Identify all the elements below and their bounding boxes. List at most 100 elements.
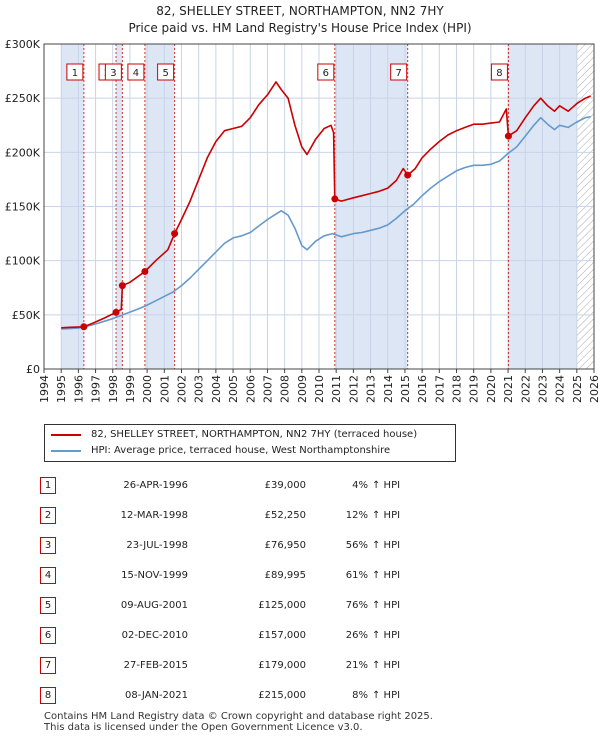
x-tick-label: 2008	[279, 375, 292, 403]
x-tick-label: 2026	[588, 375, 600, 403]
x-tick-label: 2018	[451, 375, 464, 403]
x-tick-label: 2021	[502, 375, 515, 403]
series-line-hpi	[61, 115, 591, 330]
x-tick-label: 1997	[90, 375, 103, 403]
row-date: 23-JUL-1998	[126, 539, 188, 551]
footer: Contains HM Land Registry data © Crown c…	[44, 711, 433, 733]
row-direction: ↑ HPI	[372, 569, 401, 581]
chart-title: 82, SHELLEY STREET, NORTHAMPTON, NN2 7HY	[156, 4, 444, 18]
row-price: £76,950	[264, 539, 306, 551]
x-tick-label: 2025	[571, 375, 584, 403]
sale-label-box	[127, 63, 145, 81]
row-direction: ↑ HPI	[372, 599, 401, 611]
row-number-badge: 5	[40, 596, 56, 614]
sale-point	[404, 171, 412, 179]
x-tick-label: 2009	[296, 375, 309, 403]
row-date: 12-MAR-1998	[120, 509, 188, 521]
x-tick-label: 1998	[107, 375, 120, 403]
row-number-cell: 6	[40, 620, 80, 650]
sale-label-number: 7	[396, 68, 402, 79]
row-percent: 26%	[345, 629, 368, 641]
row-percent: 12%	[345, 509, 368, 521]
sale-label-number: 1	[72, 68, 78, 79]
row-date: 27-FEB-2015	[123, 659, 188, 671]
sale-label-box	[66, 63, 84, 81]
sale-label-box	[490, 63, 508, 81]
sale-label-box	[390, 63, 408, 81]
x-tick-label: 2011	[330, 375, 343, 403]
y-tick-label: £100K	[5, 255, 41, 268]
table-row: 3 23-JUL-1998 £76,950 56% ↑ HPI	[40, 530, 424, 560]
row-number-cell: 3	[40, 530, 80, 560]
x-tick-label: 2002	[176, 375, 189, 403]
sale-label-box	[157, 63, 175, 81]
x-tick-label: 2012	[347, 375, 360, 403]
row-number-badge: 8	[40, 686, 56, 704]
x-tick-label: 2016	[416, 375, 429, 403]
y-tick-label: £50K	[12, 309, 41, 322]
chart-legend: 82, SHELLEY STREET, NORTHAMPTON, NN2 7HY…	[44, 424, 456, 462]
footer-licence: This data is licensed under the Open Gov…	[44, 722, 363, 733]
series-line-property	[61, 81, 591, 329]
row-direction: ↑ HPI	[372, 509, 401, 521]
row-number-badge: 1	[40, 476, 56, 494]
row-number-badge: 2	[40, 506, 56, 524]
sale-label-box	[104, 63, 122, 81]
x-tick-label: 2013	[365, 375, 378, 403]
row-number-cell: 2	[40, 500, 80, 530]
y-tick-label: £300K	[5, 38, 41, 51]
x-tick-label: 2001	[158, 375, 171, 403]
row-date: 26-APR-1996	[123, 479, 188, 491]
row-date: 08-JAN-2021	[124, 689, 188, 701]
row-number-cell: 4	[40, 560, 80, 590]
x-tick-label: 2004	[210, 375, 223, 403]
y-tick-label: £200K	[5, 146, 41, 159]
row-number-badge: 7	[40, 656, 56, 674]
footer-copyright: Contains HM Land Registry data © Crown c…	[44, 711, 433, 722]
x-tick-label: 2024	[554, 375, 567, 403]
sale-point	[141, 268, 149, 276]
x-tick-label: 2000	[141, 375, 154, 403]
row-price: £157,000	[258, 629, 306, 641]
legend-swatch-blue	[51, 450, 81, 452]
table-row: 7 27-FEB-2015 £179,000 21% ↑ HPI	[40, 650, 424, 680]
x-tick-label: 1999	[124, 375, 137, 403]
table-row: 1 26-APR-1996 £39,000 4% ↑ HPI	[40, 470, 424, 500]
x-tick-label: 2023	[536, 375, 549, 403]
price-chart: £0 £50K £100K £150K £200K £250K £300K 1994 1995 1…	[5, 38, 600, 403]
row-direction: ↑ HPI	[372, 539, 401, 551]
table-row: 6 02-DEC-2010 £157,000 26% ↑ HPI	[40, 620, 424, 650]
legend-label-hpi: HPI: Average price, terraced house, West…	[91, 445, 391, 456]
x-tick-label: 1995	[55, 375, 68, 403]
table-row: 2 12-MAR-1998 £52,250 12% ↑ HPI	[40, 500, 424, 530]
row-date: 09-AUG-2001	[120, 599, 188, 611]
x-tick-label: 2014	[382, 375, 395, 403]
y-tick-label: £150K	[5, 201, 41, 214]
x-tick-label: 2019	[468, 375, 481, 403]
x-tick-label: 2003	[193, 375, 206, 403]
row-price: £215,000	[258, 689, 306, 701]
transactions-table: 1 26-APR-1996 £39,000 4% ↑ HPI 2 12-MAR-1998 £5…	[40, 470, 424, 710]
row-price: £39,000	[264, 479, 306, 491]
sale-point	[118, 282, 126, 290]
row-percent: 21%	[345, 659, 368, 671]
row-date: 02-DEC-2010	[121, 629, 188, 641]
x-tick-label: 2015	[399, 375, 412, 403]
sale-point	[331, 195, 339, 203]
sale-label-number: 8	[496, 68, 502, 79]
sale-label-box	[317, 63, 335, 81]
row-direction: ↑ HPI	[372, 659, 401, 671]
y-tick-label: £250K	[5, 92, 41, 105]
row-percent: 76%	[345, 599, 368, 611]
row-number-badge: 4	[40, 566, 56, 584]
x-tick-label: 1994	[38, 375, 51, 403]
row-number-cell: 8	[40, 680, 80, 710]
sale-point	[112, 308, 120, 316]
sale-point	[171, 230, 179, 238]
x-tick-label: 2005	[227, 375, 240, 403]
row-direction: ↑ HPI	[372, 479, 401, 491]
row-percent: 56%	[345, 539, 368, 551]
row-percent: 4%	[352, 479, 368, 491]
sale-label-number: 4	[133, 68, 139, 79]
sale-point	[504, 132, 512, 140]
